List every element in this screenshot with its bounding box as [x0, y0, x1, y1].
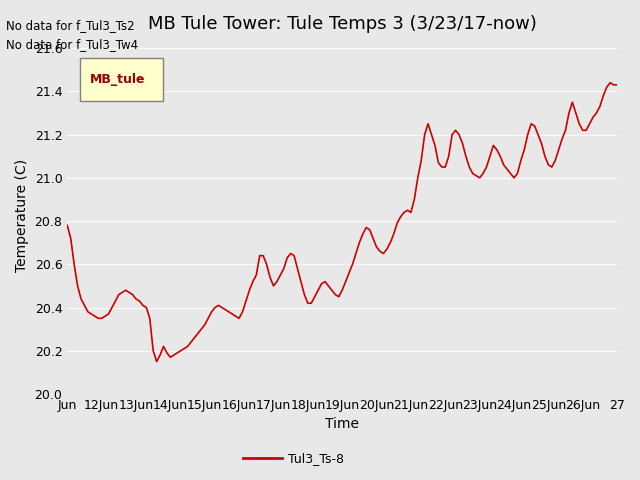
Text: Tul3_Ts-8: Tul3_Ts-8 [288, 452, 344, 465]
Text: MB_tule: MB_tule [90, 72, 145, 86]
Text: No data for f_Tul3_Tw4: No data for f_Tul3_Tw4 [6, 38, 138, 51]
Y-axis label: Temperature (C): Temperature (C) [15, 159, 29, 272]
X-axis label: Time: Time [325, 418, 359, 432]
Text: No data for f_Tul3_Ts2: No data for f_Tul3_Ts2 [6, 19, 135, 32]
Title: MB Tule Tower: Tule Temps 3 (3/23/17-now): MB Tule Tower: Tule Temps 3 (3/23/17-now… [148, 15, 536, 33]
